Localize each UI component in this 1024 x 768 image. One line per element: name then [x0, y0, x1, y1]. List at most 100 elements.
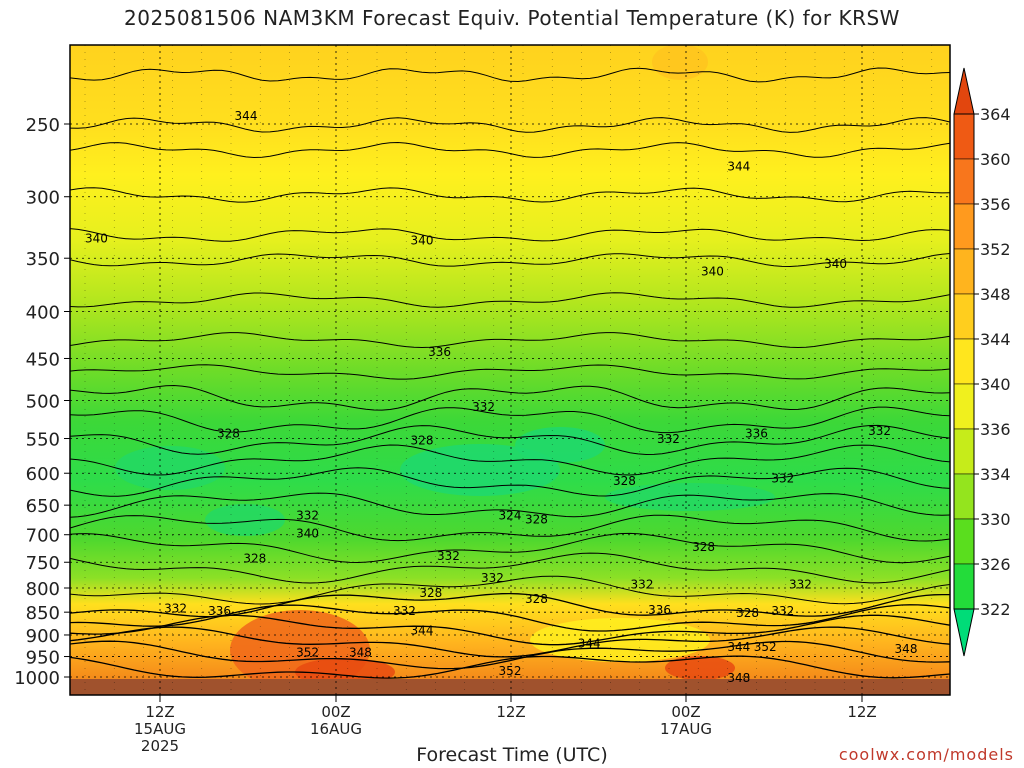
contour-label: 344 [235, 109, 258, 123]
watermark: coolwx.com/models [838, 745, 1014, 764]
contour-line [70, 640, 950, 670]
colorbar-segment [953, 563, 975, 610]
contour-label: 336 [648, 603, 671, 617]
contour-line [70, 292, 950, 308]
contour-label: 336 [208, 604, 231, 618]
contour-line [70, 187, 950, 203]
contour-line [70, 655, 950, 679]
contour-line [70, 514, 950, 542]
ground-band [70, 679, 950, 695]
y-tick-label: 800 [26, 579, 60, 600]
contour-line [70, 552, 950, 584]
colorbar-segment [953, 518, 975, 565]
colorbar-tick-label: 330 [980, 510, 1011, 529]
contour-label: 332 [164, 601, 187, 615]
colorbar-min-arrow [953, 608, 975, 657]
contour-line [70, 67, 950, 83]
contour-label: 332 [631, 577, 654, 591]
contour-line [70, 444, 950, 476]
field-feature [652, 45, 708, 80]
contour-label: 332 [437, 549, 460, 563]
x-axis-title: Forecast Time (UTC) [416, 744, 608, 766]
y-tick-label: 600 [26, 464, 60, 485]
colorbar-tick-label: 364 [980, 105, 1011, 124]
y-tick-label: 1000 [14, 668, 60, 689]
contour-line [70, 492, 950, 518]
colorbar-segment [953, 338, 975, 385]
colorbar-segment [953, 113, 975, 160]
contour-label: 324 [499, 508, 522, 522]
contour-label: 328 [217, 426, 240, 440]
contour-label: 328 [736, 606, 759, 620]
y-tick-label: 750 [26, 553, 60, 574]
colorbar-segment [953, 473, 975, 520]
y-tick-label: 850 [26, 603, 60, 624]
contour-line [70, 117, 950, 133]
colorbar-segment [953, 203, 975, 250]
contour-line [70, 384, 950, 411]
contour-label: 332 [393, 604, 416, 618]
contour-line [70, 253, 950, 268]
contour-label: 352 [296, 645, 319, 659]
x-tick-label: 00Z [321, 703, 350, 721]
contour-label: 328 [525, 513, 548, 527]
contour-label: 328 [613, 474, 636, 488]
colorbar-segment [953, 248, 975, 295]
y-tick-label: 300 [26, 188, 60, 209]
contour-label: 344 [727, 159, 750, 173]
field-feature [400, 444, 560, 496]
contour-line [70, 332, 950, 349]
field-feature [115, 446, 225, 490]
y-axis: 2503003504004505005506006507007508008509… [14, 115, 70, 689]
chart-title: 2025081506 NAM3KM Forecast Equiv. Potent… [124, 6, 900, 30]
colorbar-tick-label: 336 [980, 420, 1011, 439]
colorbar-tick-label: 344 [980, 330, 1011, 349]
x-tick-label: 12Z [145, 703, 174, 721]
colorbar-tick-label: 356 [980, 195, 1011, 214]
x-tick-label: 12Z [496, 703, 525, 721]
contour-label: 344 [727, 640, 750, 654]
contour-label: 328 [419, 586, 442, 600]
contour-label: 340 [411, 234, 434, 248]
contour-label: 332 [789, 577, 812, 591]
y-tick-label: 400 [26, 302, 60, 323]
colorbar-tick-label: 352 [980, 240, 1011, 259]
contour-label: 348 [895, 642, 918, 656]
x-tick-label: 17AUG [660, 720, 712, 738]
y-tick-label: 450 [26, 349, 60, 370]
colorbar-segment [953, 293, 975, 340]
contour-label: 340 [701, 265, 724, 279]
contour-label: 328 [525, 592, 548, 606]
contour-line [70, 532, 950, 564]
y-tick-label: 650 [26, 496, 60, 517]
colorbar-tick-label: 322 [980, 600, 1011, 619]
colorbar-tick-label: 360 [980, 150, 1011, 169]
colorbar-segment [953, 383, 975, 430]
contour-label: 332 [472, 400, 495, 414]
contour-label: 344 [578, 637, 601, 651]
contour-label: 328 [243, 552, 266, 566]
contour-label: 332 [771, 604, 794, 618]
x-tick-label: 00Z [671, 703, 700, 721]
x-tick-label: 2025 [141, 737, 179, 755]
contour-label: 352 [754, 640, 777, 654]
contour-label: 336 [745, 426, 768, 440]
colorbar-tick-label: 334 [980, 465, 1011, 484]
colorbar: 364 360 356 352 348 344 340 336 334 330 326 322 [953, 67, 1011, 657]
contour-label: 328 [411, 434, 434, 448]
plot-frame [69, 44, 951, 696]
contour-line [70, 614, 950, 646]
x-tick-label: 12Z [847, 703, 876, 721]
colorbar-segment [953, 428, 975, 475]
contour-label: 348 [727, 671, 750, 685]
colorbar-tick-label: 348 [980, 285, 1011, 304]
contour-label: 332 [296, 508, 319, 522]
field-feature [205, 504, 285, 536]
x-tick-label: 16AUG [310, 720, 362, 738]
contour-label: 340 [824, 257, 847, 271]
contour-label: 328 [692, 540, 715, 554]
contour-line [70, 604, 950, 632]
y-tick-label: 500 [26, 392, 60, 413]
